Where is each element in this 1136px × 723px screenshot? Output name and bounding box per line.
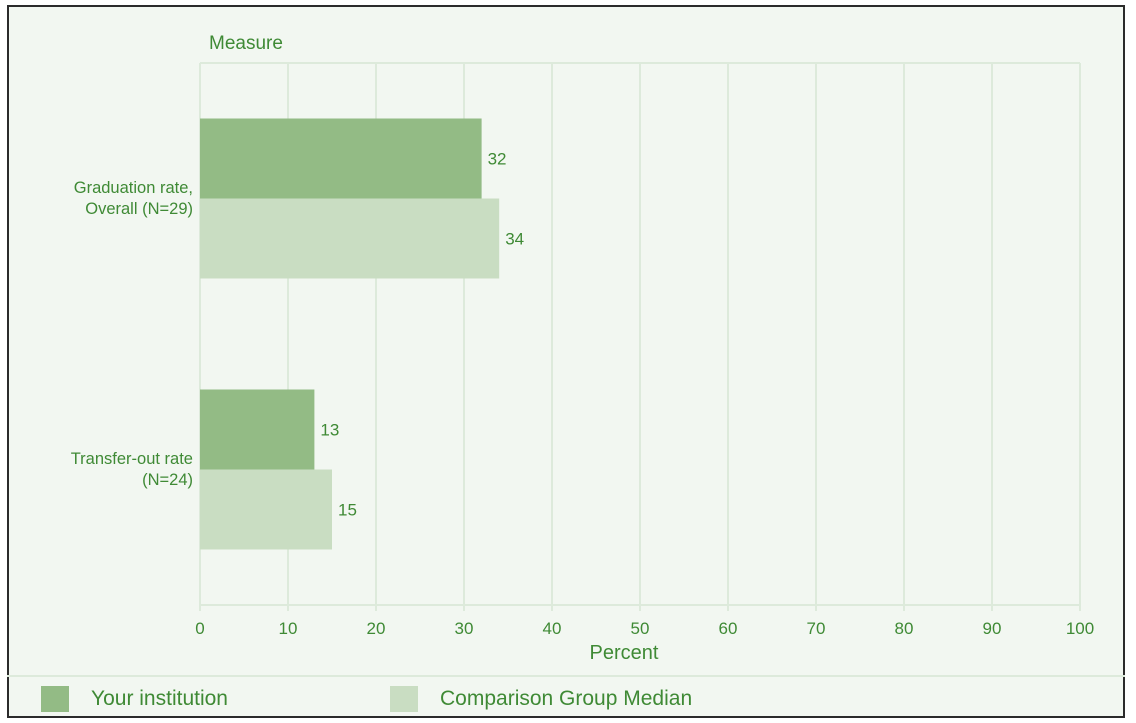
chart-legend: Your institution Comparison Group Median — [7, 675, 1125, 718]
x-tick-label: 50 — [631, 619, 650, 638]
bar — [200, 469, 332, 550]
chart-frame: 0 10 20 30 40 50 60 70 80 90 100 Measure Percent 32 34… — [7, 5, 1125, 718]
x-axis-label: Percent — [590, 642, 659, 664]
x-tick-label: 20 — [367, 619, 386, 638]
x-tick-label: 90 — [983, 619, 1002, 638]
data-label: 32 — [488, 150, 507, 169]
x-tick-label: 0 — [195, 619, 204, 638]
legend-item-your-institution: Your institution — [41, 685, 228, 713]
category-label: Transfer-out rate — [71, 450, 193, 468]
bar — [200, 389, 315, 470]
data-label: 13 — [320, 421, 339, 440]
legend-swatch-your-institution — [41, 686, 69, 712]
legend-item-comparison-group: Comparison Group Median — [390, 685, 692, 713]
x-tick-label: 60 — [719, 619, 738, 638]
x-tick-label: 80 — [895, 619, 914, 638]
bar — [200, 118, 482, 199]
legend-label-your-institution: Your institution — [91, 687, 228, 710]
x-tick-label: 40 — [543, 619, 562, 638]
chart-title: Measure — [209, 33, 283, 54]
legend-label-comparison-group: Comparison Group Median — [440, 687, 693, 710]
x-tick-label: 100 — [1066, 619, 1094, 638]
bar-chart: 0 10 20 30 40 50 60 70 80 90 100 Measure Percent 32 34… — [71, 33, 1094, 664]
x-tick-label: 10 — [279, 619, 298, 638]
category-label: Graduation rate, — [74, 179, 193, 197]
x-tick-label: 30 — [455, 619, 474, 638]
category-label: Overall (N=29) — [85, 200, 193, 218]
data-label: 15 — [338, 501, 357, 520]
category-label: (N=24) — [142, 471, 193, 489]
data-label: 34 — [505, 230, 524, 249]
x-tick-label: 70 — [807, 619, 826, 638]
legend-swatch-comparison-group — [390, 686, 418, 712]
bar — [200, 198, 500, 279]
